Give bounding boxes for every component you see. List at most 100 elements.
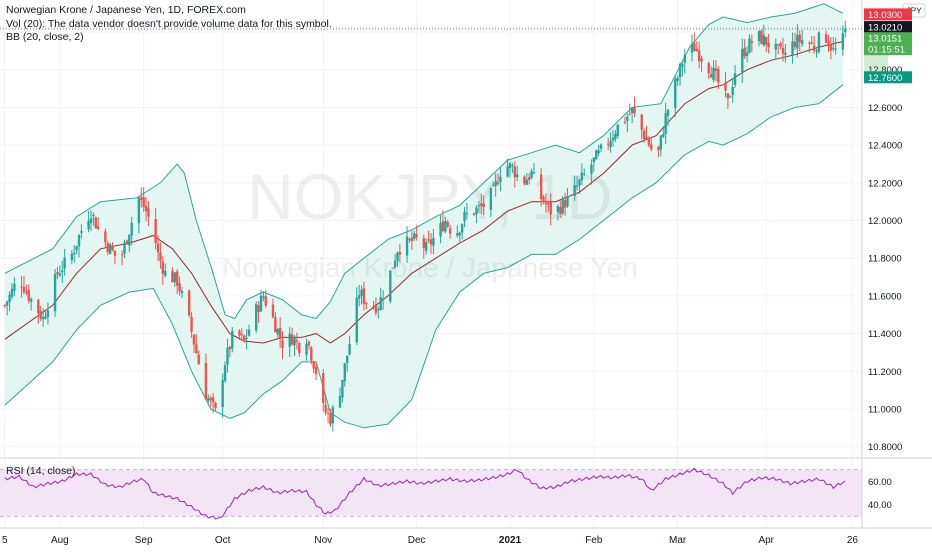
candle-body (13, 283, 16, 291)
candle-body (120, 254, 124, 256)
candle-body (525, 179, 528, 185)
candle-body (578, 179, 581, 186)
candle-body (808, 42, 811, 44)
candle-body (70, 253, 74, 261)
candle-body (108, 244, 112, 255)
candle-body (539, 174, 543, 200)
candle-body (92, 214, 95, 217)
candle-body (815, 50, 818, 52)
candle-body (348, 344, 351, 355)
time-tick-label: 26 (847, 535, 859, 546)
candle-body (834, 48, 837, 50)
candle-body (75, 245, 78, 251)
candle-body (331, 407, 335, 424)
candle-body (844, 29, 847, 33)
candle-body (714, 68, 718, 71)
rsi-tick-label: 40.00 (868, 500, 892, 511)
candle-body (140, 197, 143, 200)
candle-body (463, 211, 466, 222)
time-tick-label: Nov (314, 535, 332, 546)
candle-body (211, 397, 215, 403)
bollinger-legend[interactable]: BB (20, close, 2) (6, 31, 84, 43)
candle-body (448, 228, 452, 234)
candle-body (690, 43, 694, 53)
candle-body (89, 218, 93, 224)
time-tick-label: 2021 (499, 535, 522, 546)
candle-body (676, 77, 679, 81)
candle-body (175, 271, 179, 286)
candle-body (683, 54, 687, 63)
candle-body (187, 290, 191, 316)
candle-body (159, 252, 162, 261)
candle-body (274, 317, 277, 333)
candle-body (674, 79, 677, 109)
candle-body (583, 173, 586, 175)
time-tick-label: Dec (408, 535, 426, 546)
candle-body (427, 239, 430, 241)
candle-body (379, 297, 382, 310)
candle-body (642, 130, 646, 139)
candle-body (312, 361, 315, 369)
price-label-bg (864, 71, 912, 84)
candle-body (345, 355, 349, 363)
candle-body (94, 217, 97, 229)
candle-body (372, 306, 375, 308)
candle-body (800, 40, 804, 45)
candle-body (137, 197, 141, 224)
candle-body (293, 338, 296, 346)
candle-body (779, 43, 782, 47)
candle-body (413, 233, 416, 239)
candle-body (123, 242, 126, 254)
candle-body (106, 243, 109, 253)
candle-body (530, 171, 533, 178)
candle-body (762, 35, 766, 46)
candle-body (204, 362, 208, 400)
candle-body (29, 298, 33, 302)
candle-body (793, 41, 797, 47)
volume-legend[interactable]: Vol (20): The data vendor doesn't provid… (6, 17, 332, 30)
candle-body (381, 298, 385, 300)
candle-body (776, 44, 780, 46)
candle-body (482, 203, 485, 207)
candle-body (693, 43, 696, 52)
candle-body (609, 140, 612, 148)
candle-body (664, 113, 667, 135)
candle-body (77, 235, 81, 247)
time-tick-label: Aug (51, 535, 69, 546)
candle-body (494, 180, 497, 187)
symbol-legend[interactable]: Norwegian Krone / Japanese Yen, 1D, FORE… (6, 4, 246, 16)
candle-body (662, 134, 665, 137)
candle-body (104, 231, 107, 243)
candle-body (422, 238, 426, 249)
candle-body (247, 329, 251, 336)
candle-body (278, 328, 282, 338)
candle-body (290, 334, 294, 345)
candle-body (262, 296, 265, 298)
candle-body (154, 219, 157, 244)
candle-body (429, 239, 433, 245)
candle-body (741, 49, 744, 73)
candle-body (640, 114, 643, 130)
candle-body (458, 232, 461, 236)
time-tick-label: Oct (215, 535, 231, 546)
candle-body (441, 221, 445, 232)
candle-body (477, 205, 481, 207)
candle-body (245, 337, 248, 339)
candle-body (731, 86, 734, 96)
candle-body (496, 182, 500, 185)
candle-body (221, 380, 224, 407)
rsi-legend[interactable]: RSI (14, close) (6, 465, 76, 477)
price-tick-label: 12.4000 (868, 141, 902, 152)
price-label: 13.0151 (868, 34, 902, 45)
price-label: 13.0210 (868, 23, 902, 34)
candle-body (757, 31, 761, 41)
candle-body (678, 63, 682, 78)
candle-body (432, 237, 435, 246)
price-label-bg (864, 8, 912, 21)
candle-body (39, 311, 42, 319)
candle-body (398, 252, 402, 255)
candle-body (532, 172, 536, 174)
